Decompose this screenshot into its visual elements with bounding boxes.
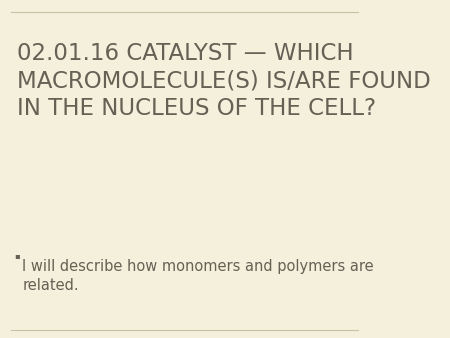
Text: 02.01.16 CATALYST — WHICH
MACROMOLECULE(S) IS/ARE FOUND
IN THE NUCLEUS OF THE CE: 02.01.16 CATALYST — WHICH MACROMOLECULE(… (17, 42, 430, 120)
Text: I will describe how monomers and polymers are
related.: I will describe how monomers and polymer… (22, 259, 374, 293)
Text: ▪: ▪ (14, 251, 20, 260)
